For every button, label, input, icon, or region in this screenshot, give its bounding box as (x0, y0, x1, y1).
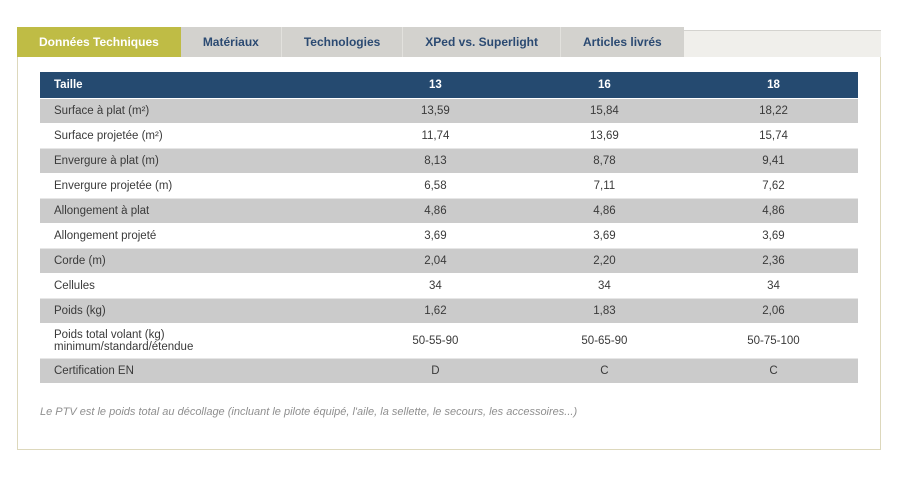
row-label-subtext: minimum/standard/étendue (54, 340, 194, 353)
tab-xped-vs-superlight[interactable]: XPed vs. Superlight (402, 27, 560, 57)
table-row-cellules: Cellules 34 34 34 (40, 273, 858, 299)
row-label-text: Envergure à plat (m) (54, 154, 159, 167)
cell-value: 1,62 (350, 297, 520, 324)
table-row-surface-projetee-m: Surface projetée (m²) 11,74 13,69 15,74 (40, 123, 858, 149)
cell-value: 2,20 (519, 247, 689, 274)
cell-value: C (688, 357, 858, 384)
column-header-size: 13 (350, 72, 520, 98)
row-label: Envergure à plat (m) (40, 147, 351, 174)
table-row-envergure-a-plat-m: Envergure à plat (m) 8,13 8,78 9,41 (40, 147, 858, 174)
cell-value: 3,69 (688, 223, 858, 249)
cell-value: 2,04 (350, 247, 520, 274)
cell-value: 15,74 (688, 123, 858, 149)
row-label: Cellules (40, 273, 351, 299)
cell-value: 11,74 (350, 123, 520, 149)
cell-value: 34 (350, 273, 520, 299)
cell-value: 3,69 (519, 223, 689, 249)
cell-value: 50-55-90 (350, 323, 520, 359)
cell-value: 8,78 (519, 147, 689, 174)
specs-table-body: Surface à plat (m²) 13,59 15,84 18,22 Surfac… (40, 97, 858, 384)
cell-value: 34 (519, 273, 689, 299)
table-row-certification-en: Certification EN D C C (40, 357, 858, 384)
row-label-text: Envergure projetée (m) (54, 179, 173, 192)
column-header-size: 16 (519, 72, 689, 98)
column-header-label: Taille (40, 72, 351, 98)
tab-donnees-techniques[interactable]: Données Techniques (17, 27, 181, 57)
cell-value: 2,06 (688, 297, 858, 324)
row-label-text: Allongement à plat (54, 204, 150, 217)
column-header-size: 18 (688, 72, 858, 98)
cell-value: 50-65-90 (519, 323, 689, 359)
row-label-text: Surface projetée (m²) (54, 129, 163, 142)
cell-value: 50-75-100 (688, 323, 858, 359)
table-row-corde-m: Corde (m) 2,04 2,20 2,36 (40, 247, 858, 274)
page: Données Techniques Matériaux Technologies X… (17, 27, 881, 450)
cell-value: 7,62 (688, 173, 858, 199)
table-row-poids-kg: Poids (kg) 1,62 1,83 2,06 (40, 297, 858, 324)
tab-bar: Données Techniques Matériaux Technologies X… (17, 27, 881, 57)
table-row-allongement-projete: Allongement projeté 3,69 3,69 3,69 (40, 223, 858, 249)
row-label-text: Allongement projeté (54, 229, 157, 242)
cell-value: 8,13 (350, 147, 520, 174)
row-label-text: Poids (kg) (54, 304, 106, 317)
row-label: Poids total volant (kg) minimum/standard/… (40, 323, 351, 359)
cell-value: 4,86 (688, 197, 858, 224)
cell-value: 4,86 (350, 197, 520, 224)
row-label: Corde (m) (40, 247, 351, 274)
cell-value: 13,69 (519, 123, 689, 149)
row-label: Allongement à plat (40, 197, 351, 224)
cell-value: 7,11 (519, 173, 689, 199)
specs-table-header: Taille 13 16 18 (40, 72, 858, 98)
cell-value: 4,86 (519, 197, 689, 224)
tab-bar-filler (683, 30, 881, 57)
cell-value: 18,22 (688, 97, 858, 124)
specs-table: Taille 13 16 18 Surface à plat (m²) 13,59 15,… (40, 72, 858, 384)
row-label-text: Poids total volant (kg) (54, 328, 165, 341)
content-panel: Taille 13 16 18 Surface à plat (m²) 13,59 15,… (17, 57, 881, 450)
row-label: Envergure projetée (m) (40, 173, 351, 199)
table-row-surface-a-plat-m: Surface à plat (m²) 13,59 15,84 18,22 (40, 97, 858, 124)
cell-value: C (519, 357, 689, 384)
row-label-text: Surface à plat (m²) (54, 104, 150, 117)
cell-value: 6,58 (350, 173, 520, 199)
tab-technologies[interactable]: Technologies (280, 27, 403, 57)
row-label-text: Corde (m) (54, 254, 106, 267)
row-label: Surface projetée (m²) (40, 123, 351, 149)
cell-value: 13,59 (350, 97, 520, 124)
row-label: Surface à plat (m²) (40, 97, 351, 124)
table-row-allongement-a-plat: Allongement à plat 4,86 4,86 4,86 (40, 197, 858, 224)
row-label-text: Certification EN (54, 364, 134, 377)
cell-value: D (350, 357, 520, 384)
cell-value: 15,84 (519, 97, 689, 124)
tab-articles-livres[interactable]: Articles livrés (560, 27, 684, 57)
cell-value: 9,41 (688, 147, 858, 174)
table-row-poids-total-volant-kg: Poids total volant (kg) minimum/standard/… (40, 323, 858, 359)
cell-value: 2,36 (688, 247, 858, 274)
cell-value: 3,69 (350, 223, 520, 249)
ptv-footnote: Le PTV est le poids total au décollage (… (40, 405, 578, 418)
row-label: Poids (kg) (40, 297, 351, 324)
row-label: Certification EN (40, 357, 351, 384)
cell-value: 34 (688, 273, 858, 299)
table-row-envergure-projetee-m: Envergure projetée (m) 6,58 7,11 7,62 (40, 173, 858, 199)
row-label-text: Cellules (54, 279, 95, 292)
cell-value: 1,83 (519, 297, 689, 324)
row-label: Allongement projeté (40, 223, 351, 249)
tab-materiaux[interactable]: Matériaux (180, 27, 281, 57)
